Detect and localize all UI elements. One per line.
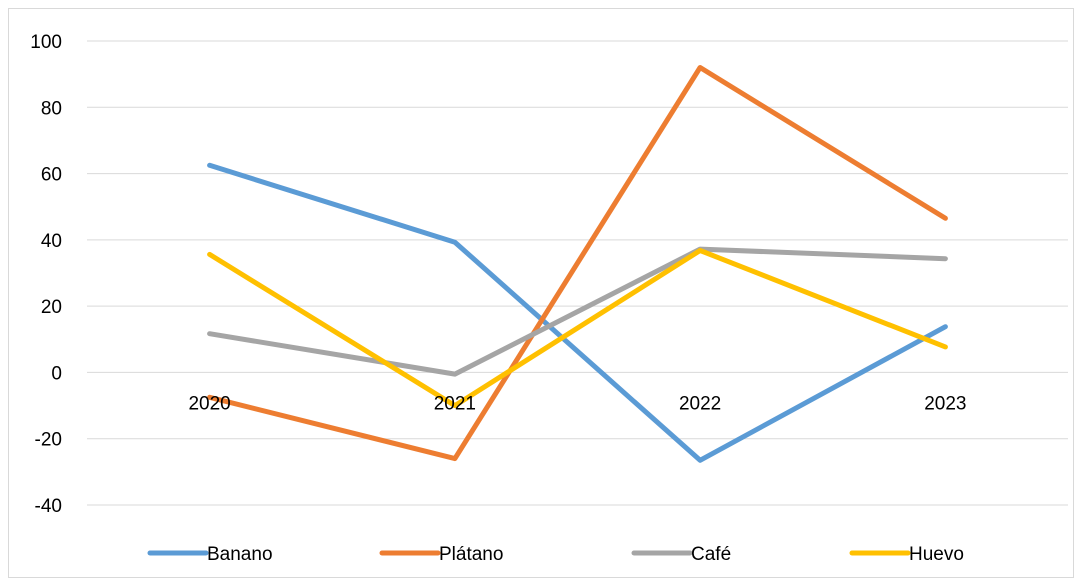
legend-item-banano: Banano bbox=[147, 544, 273, 565]
y-tick-label: 60 bbox=[41, 165, 62, 186]
legend-label: Huevo bbox=[909, 544, 964, 565]
y-tick-label: 0 bbox=[51, 363, 62, 384]
series-lines bbox=[207, 65, 948, 463]
y-tick-label: -40 bbox=[35, 496, 62, 517]
series-line-café bbox=[207, 246, 948, 377]
series-line-huevo bbox=[207, 248, 948, 409]
legend-label: Plátano bbox=[439, 544, 503, 565]
x-tick-label: 2022 bbox=[679, 393, 721, 414]
x-tick-label: 2021 bbox=[434, 393, 476, 414]
legend-item-huevo: Huevo bbox=[849, 544, 964, 565]
series-line-banano bbox=[207, 162, 948, 463]
x-tick-label: 2023 bbox=[924, 393, 966, 414]
y-axis-tick-labels: -40 -20 0 20 40 60 80 100 bbox=[30, 32, 62, 517]
chart-area bbox=[8, 8, 1074, 578]
legend-label: Banano bbox=[207, 544, 273, 565]
gridlines bbox=[87, 40, 1068, 506]
y-tick-label: 80 bbox=[41, 98, 62, 119]
y-tick-label: 20 bbox=[41, 297, 62, 318]
x-axis-tick-labels: 2020 2021 2022 2023 bbox=[188, 393, 966, 414]
series-line-plátano bbox=[207, 65, 948, 462]
legend-label: Café bbox=[691, 544, 731, 565]
legend-item-café: Café bbox=[631, 544, 731, 565]
x-tick-label: 2020 bbox=[188, 393, 230, 414]
y-tick-label: -20 bbox=[35, 430, 62, 451]
legend-item-plátano: Plátano bbox=[379, 544, 503, 565]
y-tick-label: 100 bbox=[30, 32, 62, 53]
legend: Banano Plátano Café Huevo bbox=[147, 544, 964, 565]
y-tick-label: 40 bbox=[41, 231, 62, 252]
